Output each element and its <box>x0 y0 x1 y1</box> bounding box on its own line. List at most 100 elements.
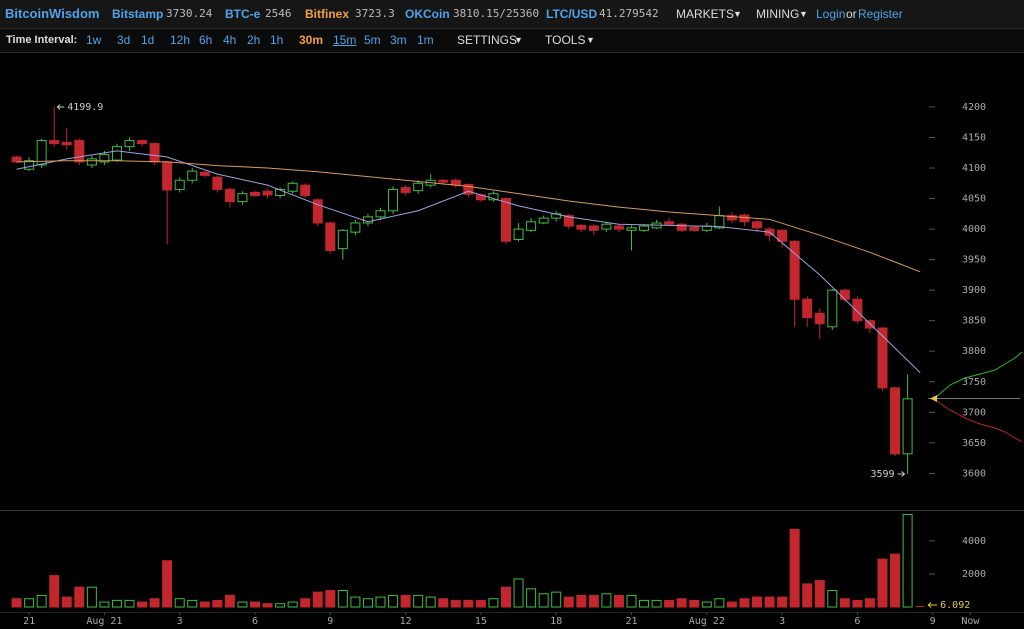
candle-up <box>287 182 298 192</box>
x-tick-label: Now <box>961 616 980 627</box>
candle-up <box>902 398 913 455</box>
volume-bar <box>764 596 775 608</box>
volume-bar <box>588 594 599 608</box>
volume-bar <box>212 599 223 608</box>
interval[interactable]: 6h <box>199 33 213 47</box>
volume-bar <box>701 601 712 608</box>
volume-bar <box>275 603 286 608</box>
volume-bar <box>375 596 386 608</box>
candle-down <box>400 187 411 193</box>
volume-bar <box>475 599 486 608</box>
volume-bar <box>877 558 888 608</box>
ticker-price: 3810.15/25360 <box>453 7 540 20</box>
candle-up <box>124 140 135 148</box>
bid-depth <box>934 351 1023 399</box>
volume-bar <box>24 598 35 608</box>
volume-bar <box>890 553 901 608</box>
candle-down <box>250 191 260 197</box>
volume-bar <box>388 594 399 608</box>
ask-depth <box>934 399 1023 443</box>
tools-menu[interactable]: TOOLS <box>545 33 586 47</box>
candle-down <box>890 387 901 455</box>
high-arrow <box>56 104 65 110</box>
volume-bar <box>714 598 725 608</box>
volume-bar <box>49 575 60 608</box>
candle-down <box>49 140 60 145</box>
register-link[interactable]: Register <box>858 7 903 21</box>
candle-up <box>526 221 537 231</box>
y-tick-label: 3650 <box>962 438 986 449</box>
y-tick-label: 4050 <box>962 194 986 205</box>
volume-bar <box>488 598 499 608</box>
ticker-price: 3730.24 <box>166 7 213 20</box>
ticker-price: 3723.3 <box>355 7 395 20</box>
candle-down <box>814 312 825 325</box>
low-arrow <box>897 471 905 477</box>
volume-bar <box>626 594 637 608</box>
interval-label: Time Interval: <box>6 34 78 46</box>
high-label: 4199.9 <box>67 102 103 113</box>
candle-up <box>413 182 424 192</box>
interval[interactable]: 3m <box>390 33 407 47</box>
volume-bar <box>86 586 97 608</box>
ticker-name[interactable]: Bitfinex <box>305 7 350 21</box>
settings-menu[interactable]: SETTINGS <box>457 33 518 47</box>
interval[interactable]: 4h <box>223 33 237 47</box>
volume-bar <box>852 599 863 608</box>
candle-down <box>74 140 85 163</box>
volume-bar <box>438 598 449 608</box>
candle-up <box>375 210 386 218</box>
caret: ▼ <box>586 35 595 45</box>
x-tick-label: 9 <box>930 616 936 627</box>
y-tick-label: 3950 <box>962 255 986 266</box>
interval-active[interactable]: 30m <box>299 33 324 47</box>
ticker-price: 2546 <box>265 7 292 20</box>
candle-down <box>588 225 599 231</box>
candle-up <box>639 225 650 231</box>
interval[interactable]: 1h <box>270 33 284 47</box>
interval[interactable]: 1m <box>417 33 434 47</box>
interval[interactable]: 15m <box>333 33 357 47</box>
interval[interactable]: 5m <box>364 33 381 47</box>
mining-menu[interactable]: MINING <box>756 7 800 21</box>
volume-bar <box>300 598 311 608</box>
ticker-name[interactable]: BTC-e <box>225 7 261 21</box>
candle-up <box>538 217 549 224</box>
volume-bar <box>137 601 148 608</box>
volume-bar <box>250 601 260 608</box>
volume-bar <box>36 594 47 608</box>
volume-bar <box>199 601 210 608</box>
ticker-name[interactable]: OKCoin <box>405 7 450 21</box>
x-tick-label: 6 <box>854 616 860 627</box>
volume-bar <box>224 594 235 608</box>
volume-bar <box>576 594 587 608</box>
interval[interactable]: 2h <box>247 33 261 47</box>
ticker-name[interactable]: LTC/USD <box>546 7 598 21</box>
interval[interactable]: 3d <box>117 33 131 47</box>
interval[interactable]: 1w <box>86 33 102 47</box>
candle-down <box>839 289 850 300</box>
candle-up <box>237 193 248 203</box>
candle-down <box>438 179 449 183</box>
markets-menu[interactable]: MARKETS <box>676 7 735 21</box>
volume-bar <box>425 596 436 608</box>
volume-bar <box>61 596 72 608</box>
candle-down <box>300 184 311 197</box>
brand[interactable]: BitcoinWisdom <box>5 6 100 21</box>
volume-bar <box>538 593 549 608</box>
candle-up <box>350 222 361 233</box>
low-label: 3599 <box>871 469 895 480</box>
interval[interactable]: 12h <box>170 33 191 47</box>
current-volume-bar <box>915 605 925 607</box>
login-link[interactable]: Login <box>816 7 846 21</box>
x-tick-label: 3 <box>779 616 785 627</box>
candle-down <box>802 298 813 319</box>
ticker-name[interactable]: Bitstamp <box>112 7 164 21</box>
moving-average <box>16 150 921 373</box>
current-volume-label: 6.092 <box>940 600 970 611</box>
interval[interactable]: 1d <box>141 33 155 47</box>
volume-bar <box>400 594 411 608</box>
x-tick-label: 3 <box>177 616 183 627</box>
candle-up <box>24 160 35 170</box>
candle-down <box>739 214 750 223</box>
